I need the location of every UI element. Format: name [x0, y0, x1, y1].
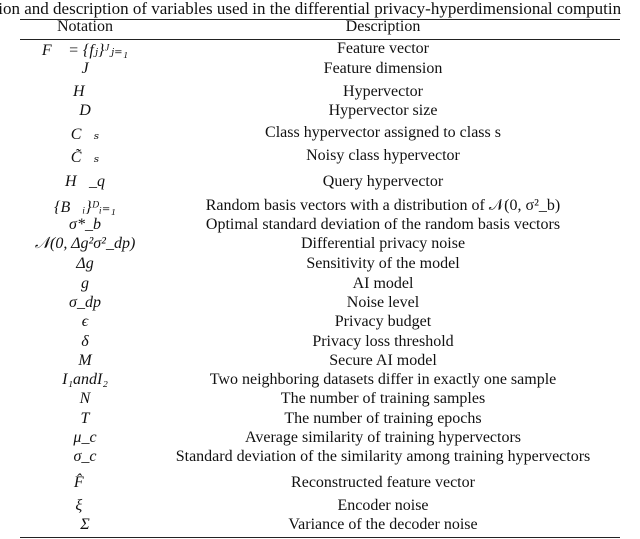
- description-cell: Encoder noise: [337, 497, 429, 514]
- description-cell: Sensitivity of the model: [306, 255, 460, 272]
- description-cell: Class hypervector assigned to class s: [265, 124, 501, 141]
- notation-cell: g: [81, 275, 89, 292]
- description-cell: Hypervector size: [328, 102, 438, 119]
- header-description: Description: [345, 18, 421, 35]
- description-cell: Standard deviation of the similarity amo…: [175, 448, 591, 465]
- notation-cell: C⃗ₛ: [70, 126, 100, 143]
- notation-cell: ϵ: [81, 313, 89, 330]
- notation-cell: Δg: [76, 255, 94, 272]
- description-cell: AI model: [352, 275, 414, 292]
- notation-cell: F̂⃗: [73, 474, 97, 491]
- notation-cell: σ*_b: [69, 216, 101, 233]
- notation-cell: I₁andI₂: [62, 371, 108, 388]
- description-cell: Optimal standard deviation of the random…: [205, 216, 561, 233]
- description-cell: Query hypervector: [322, 173, 444, 190]
- notation-cell: σ_c: [73, 448, 97, 465]
- description-cell: The number of training samples: [280, 390, 486, 407]
- notation-cell: H⃗_q: [65, 173, 105, 190]
- description-cell: Privacy loss threshold: [312, 333, 454, 350]
- description-cell: Noise level: [346, 294, 420, 311]
- description-cell: Two neighboring datasets differ in exact…: [209, 371, 557, 388]
- notation-cell: Σ: [80, 516, 90, 533]
- notation-cell: T: [80, 410, 90, 427]
- description-cell: Feature vector: [337, 40, 429, 57]
- notation-cell: C̃⃗ₛ: [70, 149, 100, 166]
- notation-cell: D: [79, 102, 91, 119]
- notation-cell: ξ⃗: [75, 497, 95, 514]
- notation-cell: F⃗ = {fⱼ}ᴶⱼ₌₁: [41, 42, 129, 59]
- header-notation: Notation: [57, 18, 113, 35]
- top-rule: [20, 19, 620, 20]
- notation-cell: N: [79, 390, 91, 407]
- description-cell: Privacy budget: [334, 313, 432, 330]
- description-cell: Average similarity of training hypervect…: [244, 429, 522, 446]
- notation-cell: J: [81, 60, 89, 77]
- description-cell: Reconstructed feature vector: [291, 474, 475, 491]
- notation-cell: σ_dp: [69, 294, 101, 311]
- notation-cell: H⃗: [73, 83, 97, 100]
- notation-cell: {B⃗ᵢ}ᴰᵢ₌₁: [54, 199, 116, 216]
- table-caption: ation and description of variables used …: [0, 0, 622, 18]
- bottom-rule: [20, 537, 620, 538]
- description-cell: Random basis vectors with a distribution…: [205, 197, 561, 214]
- header-rule: [20, 39, 620, 40]
- notation-cell: 𝒩(0, Δg²σ²_dp): [34, 235, 136, 252]
- description-cell: Noisy class hypervector: [306, 147, 460, 164]
- notation-cell: M: [78, 352, 92, 369]
- description-cell: Secure AI model: [329, 352, 437, 369]
- description-cell: Feature dimension: [323, 60, 443, 77]
- description-cell: Hypervector: [343, 83, 423, 100]
- notation-cell: μ_c: [73, 429, 97, 446]
- description-cell: The number of training epochs: [284, 410, 482, 427]
- notation-cell: δ: [81, 333, 89, 350]
- description-cell: Variance of the decoder noise: [288, 516, 478, 533]
- description-cell: Differential privacy noise: [300, 235, 466, 252]
